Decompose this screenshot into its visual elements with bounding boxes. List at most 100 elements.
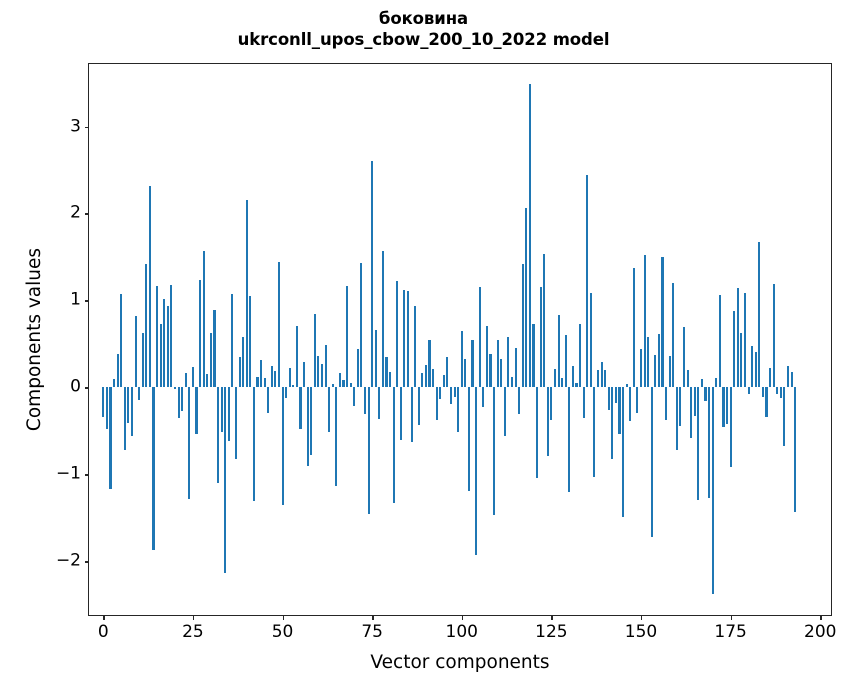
bar bbox=[191, 367, 194, 388]
y-tick-label: 3 bbox=[70, 116, 81, 137]
bar bbox=[622, 387, 625, 517]
bar bbox=[471, 339, 474, 388]
bar bbox=[130, 387, 134, 436]
chart-title-line-2: ukrconll_upos_cbow_200_10_2022 model bbox=[237, 30, 610, 49]
bar bbox=[446, 356, 449, 388]
x-tick-label: 0 bbox=[97, 622, 109, 642]
bar bbox=[442, 375, 445, 388]
bar bbox=[632, 268, 635, 388]
bar bbox=[342, 380, 345, 388]
bar bbox=[514, 348, 517, 388]
x-tick-label: 25 bbox=[182, 622, 204, 642]
bar bbox=[249, 296, 252, 388]
bar bbox=[414, 306, 417, 388]
bar bbox=[528, 83, 531, 388]
bar bbox=[177, 387, 180, 418]
bar bbox=[138, 387, 141, 401]
bar bbox=[331, 383, 334, 388]
x-tick-mark bbox=[730, 615, 733, 620]
bar bbox=[539, 287, 542, 388]
bar bbox=[489, 354, 492, 388]
bar bbox=[493, 387, 496, 516]
bar bbox=[600, 362, 603, 388]
y-tick-mark bbox=[84, 300, 89, 302]
bar bbox=[625, 383, 628, 388]
bar bbox=[532, 323, 535, 388]
x-tick-label: 150 bbox=[624, 622, 658, 642]
bar bbox=[765, 387, 768, 417]
bar bbox=[102, 387, 105, 417]
bar bbox=[679, 387, 682, 427]
bar bbox=[475, 387, 478, 556]
bar bbox=[525, 208, 528, 388]
x-tick-label: 100 bbox=[445, 622, 479, 642]
bar bbox=[614, 387, 617, 403]
bar bbox=[575, 382, 578, 388]
bar bbox=[672, 283, 675, 388]
chart-title-line-1: боковина bbox=[378, 9, 469, 28]
bar bbox=[736, 288, 739, 388]
bar bbox=[657, 334, 660, 388]
bar bbox=[163, 298, 166, 388]
bar bbox=[769, 368, 772, 388]
bar bbox=[256, 376, 259, 388]
bar bbox=[231, 294, 234, 388]
bar bbox=[310, 387, 313, 456]
bar bbox=[367, 387, 370, 515]
bar bbox=[596, 369, 600, 388]
bar bbox=[776, 387, 779, 395]
bar bbox=[349, 382, 352, 388]
bar bbox=[252, 387, 255, 502]
bar bbox=[202, 250, 205, 388]
bar bbox=[579, 323, 582, 388]
bar bbox=[790, 371, 793, 388]
bar bbox=[478, 287, 481, 388]
y-tick-mark bbox=[84, 126, 89, 128]
bar bbox=[725, 387, 729, 424]
bar bbox=[299, 387, 302, 429]
bar bbox=[457, 387, 460, 433]
bar bbox=[356, 349, 359, 388]
x-tick-label: 75 bbox=[361, 622, 383, 642]
bar bbox=[700, 378, 703, 388]
bar bbox=[170, 284, 173, 388]
bar bbox=[783, 387, 786, 446]
bar bbox=[654, 355, 657, 388]
bar bbox=[496, 339, 499, 388]
bar bbox=[156, 285, 159, 388]
bar bbox=[604, 369, 607, 388]
bar bbox=[686, 369, 689, 388]
bar bbox=[234, 387, 237, 460]
bar bbox=[245, 199, 248, 388]
bar bbox=[682, 327, 686, 388]
bar bbox=[353, 387, 356, 407]
bar bbox=[385, 356, 388, 388]
bar bbox=[320, 363, 324, 388]
bar bbox=[568, 387, 571, 493]
bar bbox=[410, 387, 413, 443]
bar bbox=[593, 387, 596, 477]
bar bbox=[213, 309, 216, 388]
bar bbox=[285, 387, 288, 398]
bar bbox=[181, 387, 184, 411]
bar bbox=[758, 242, 761, 388]
bar bbox=[363, 387, 367, 415]
bar bbox=[629, 387, 632, 422]
bar bbox=[378, 387, 381, 419]
bar bbox=[152, 387, 155, 550]
bar bbox=[406, 290, 410, 388]
bar bbox=[105, 387, 108, 429]
y-tick-mark bbox=[84, 561, 89, 563]
x-tick-mark bbox=[372, 615, 374, 620]
bar bbox=[324, 344, 327, 388]
bar bbox=[306, 387, 309, 467]
bar bbox=[740, 332, 743, 388]
bar bbox=[317, 356, 320, 388]
bar bbox=[399, 387, 402, 441]
bar bbox=[421, 372, 424, 388]
bar bbox=[754, 351, 757, 388]
x-tick-label: 200 bbox=[804, 622, 837, 642]
bar bbox=[277, 262, 281, 388]
y-tick-mark bbox=[84, 213, 89, 215]
bar bbox=[794, 387, 797, 512]
